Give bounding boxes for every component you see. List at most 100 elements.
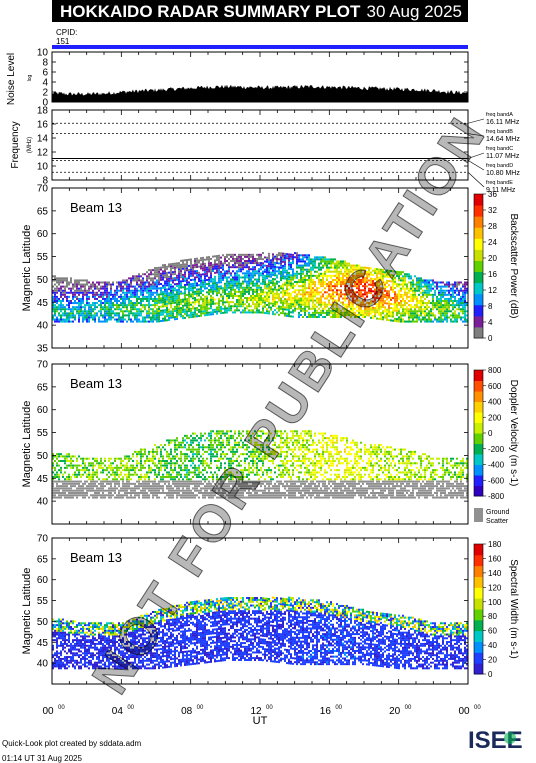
velocity-tick-label: 60 xyxy=(37,405,49,416)
width-tick-label: 40 xyxy=(37,659,49,670)
frequency-tick-label: 14 xyxy=(37,134,49,145)
band-value: 16.11 MHz xyxy=(486,119,520,126)
colorbar-swatch xyxy=(474,576,483,588)
colorbar-swatch xyxy=(474,412,483,423)
x-tick-label-sup: 00 xyxy=(335,705,342,711)
colorbar-tick-label: 36 xyxy=(488,190,497,199)
colorbar-tick-label: 100 xyxy=(488,598,502,607)
colorbar-swatch xyxy=(474,598,483,610)
colorbar-swatch xyxy=(474,652,483,664)
band-name: freq bandA xyxy=(486,112,513,118)
band-name: freq bandE xyxy=(486,180,513,186)
colorbar-tick-label: 120 xyxy=(488,583,502,592)
x-axis-label: UT xyxy=(253,715,268,727)
timestamp-text: 01:14 UT 31 Aug 2025 xyxy=(2,754,82,763)
colorbar-tick-label: 0 xyxy=(488,334,493,343)
title-bar: HOKKAIDO RADAR SUMMARY PLOT 30 Aug 2025 xyxy=(52,0,468,22)
colorbar-tick-label: -800 xyxy=(488,492,505,501)
colorbar-swatch xyxy=(474,282,483,295)
velocity-tick-label: 70 xyxy=(37,360,49,371)
cpid-bar xyxy=(52,45,468,49)
power-ylabel: Magnetic Latitude xyxy=(21,225,33,312)
x-tick-label: 00 xyxy=(458,706,470,717)
power-tick-label: 40 xyxy=(37,321,49,332)
x-tick-label: 12 xyxy=(250,706,262,717)
x-tick-label: 04 xyxy=(112,706,124,717)
colorbar-tick-label: 24 xyxy=(488,238,497,247)
colorbar-swatch xyxy=(474,380,483,392)
noise-series xyxy=(52,84,468,102)
colorbar-swatch xyxy=(474,326,483,339)
velocity-tick-label: 50 xyxy=(37,451,49,462)
cpid-label: CPID: xyxy=(56,28,78,37)
colorbar-tick-label: 8 xyxy=(488,302,493,311)
frequency-tick-label: 16 xyxy=(37,120,49,131)
band-value: 9.11 MHz xyxy=(486,187,516,194)
width-tick-label: 50 xyxy=(37,617,49,628)
ground-scatter-swatch xyxy=(474,508,483,522)
power-tick-label: 45 xyxy=(37,298,49,309)
band-leader xyxy=(467,152,485,159)
power-tick-label: 70 xyxy=(37,184,49,195)
noise-tick-label: 0 xyxy=(42,98,48,109)
colorbar-tick-label: 20 xyxy=(488,254,497,263)
colorbar-swatch xyxy=(474,485,483,497)
velocity-tick-label: 45 xyxy=(37,474,49,485)
colorbar-tick-label: 40 xyxy=(488,641,497,650)
colorbar-swatch xyxy=(474,238,483,250)
power-tick-label: 55 xyxy=(37,252,49,263)
frequency-ylabel-sub: (MHz) xyxy=(27,137,33,153)
colorbar-swatch xyxy=(474,370,483,381)
width-scatter xyxy=(52,596,468,670)
colorbar-swatch xyxy=(474,464,483,476)
colorbar-tick-label: 400 xyxy=(488,398,502,407)
frequency-tick-label: 12 xyxy=(37,148,49,159)
colorbar-tick-label: 16 xyxy=(488,270,497,279)
colorbar-frame xyxy=(473,193,484,339)
x-tick-label-sup: 00 xyxy=(197,705,204,711)
colorbar-tick-label: 160 xyxy=(488,554,502,563)
power-beam-label: Beam 13 xyxy=(70,200,122,215)
band-leader xyxy=(467,172,485,188)
colorbar-tick-label: 60 xyxy=(488,627,497,636)
width-tick-label: 45 xyxy=(37,638,49,649)
x-tick-label-sup: 00 xyxy=(127,705,134,711)
colorbar-tick-label: 200 xyxy=(488,413,502,422)
velocity-colorbar-label: Doppler Velocity (m s-1) xyxy=(508,380,519,487)
noise-tick-label: 10 xyxy=(37,48,49,59)
colorbar-swatch xyxy=(474,422,483,434)
colorbar-tick-label: -200 xyxy=(488,445,505,454)
frequency-ylabel: Frequency xyxy=(10,121,21,168)
colorbar-tick-label: 600 xyxy=(488,382,502,391)
noise-tick-label: 4 xyxy=(42,78,48,89)
velocity-beam-label: Beam 13 xyxy=(70,376,122,391)
x-tick-label-sup: 00 xyxy=(58,705,65,711)
power-tick-label: 60 xyxy=(37,229,49,240)
colorbar-swatch xyxy=(474,216,483,228)
colorbar-tick-label: 4 xyxy=(488,318,493,327)
band-leader xyxy=(467,133,485,137)
width-tick-label: 55 xyxy=(37,596,49,607)
power-tick-label: 50 xyxy=(37,275,49,286)
band-leader xyxy=(467,160,485,171)
colorbar-tick-label: 140 xyxy=(488,569,502,578)
width-tick-label: 65 xyxy=(37,554,49,565)
colorbar-tick-label: -400 xyxy=(488,461,505,470)
colorbar-swatch xyxy=(474,609,483,621)
noise-tick-label: 8 xyxy=(42,58,48,69)
colorbar-swatch xyxy=(474,454,483,465)
plot-date: 30 Aug 2025 xyxy=(366,2,462,21)
colorbar-tick-label: 28 xyxy=(488,222,497,231)
colorbar-swatch xyxy=(474,304,483,317)
colorbar-swatch xyxy=(474,565,483,577)
power-tick-label: 65 xyxy=(37,206,49,217)
power-colorbar-label: Backscatter Power (dB) xyxy=(508,213,519,318)
width-tick-label: 70 xyxy=(37,534,49,545)
width-beam-label: Beam 13 xyxy=(70,550,122,565)
colorbar-tick-label: 0 xyxy=(488,429,493,438)
colorbar-swatch xyxy=(474,433,483,444)
band-name: freq bandC xyxy=(486,146,513,152)
credit-text: Quick-Look plot created by sddata.adm xyxy=(2,739,142,748)
colorbar-swatch xyxy=(474,249,483,261)
